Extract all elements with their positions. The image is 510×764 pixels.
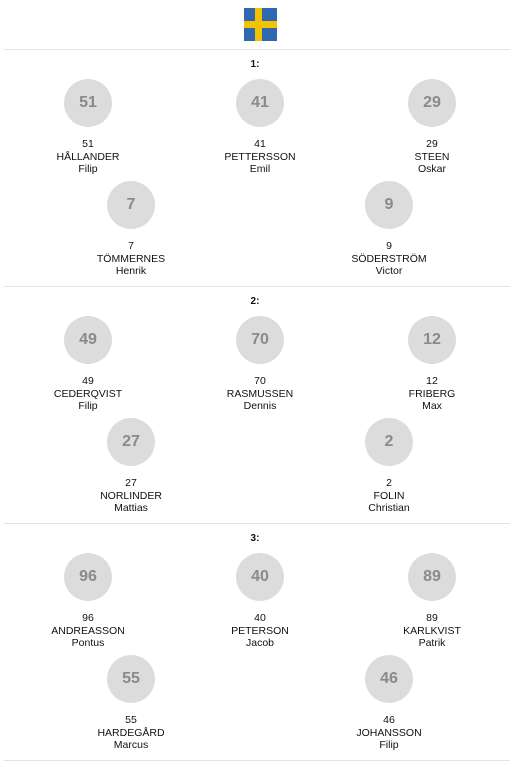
player-card[interactable]: 51 51 HÅLLANDER Filip bbox=[28, 79, 148, 176]
player-first-name: Henrik bbox=[115, 265, 147, 277]
player-first-name: Marcus bbox=[113, 739, 149, 751]
player-card[interactable]: 46 46 JOHANSSON Filip bbox=[329, 655, 449, 752]
player-number: 29 bbox=[426, 138, 438, 150]
jersey-number-badge: 7 bbox=[107, 181, 155, 229]
player-first-name: Filip bbox=[379, 739, 399, 751]
jersey-number-badge: 89 bbox=[408, 553, 456, 601]
player-card[interactable]: 49 49 CEDERQVIST Filip bbox=[28, 316, 148, 413]
player-number: 7 bbox=[128, 240, 134, 252]
line-title: 3: bbox=[250, 533, 260, 544]
jersey-number-badge: 55 bbox=[107, 655, 155, 703]
player-card[interactable]: 2 2 FOLIN Christian bbox=[329, 418, 449, 515]
jersey-number-badge: 27 bbox=[107, 418, 155, 466]
jersey-number-badge: 2 bbox=[365, 418, 413, 466]
player-card[interactable]: 96 96 ANDREASSON Pontus bbox=[28, 553, 148, 650]
player-last-name: HARDEGÅRD bbox=[97, 726, 165, 739]
player-card[interactable]: 70 70 RASMUSSEN Dennis bbox=[200, 316, 320, 413]
player-card[interactable]: 55 55 HARDEGÅRD Marcus bbox=[71, 655, 191, 752]
jersey-number-badge: 46 bbox=[365, 655, 413, 703]
jersey-number-badge: 49 bbox=[64, 316, 112, 364]
player-last-name: ANDREASSON bbox=[51, 624, 125, 637]
divider bbox=[4, 286, 510, 287]
player-number: 46 bbox=[383, 714, 395, 726]
player-number: 41 bbox=[254, 138, 266, 150]
player-last-name: KARLKVIST bbox=[403, 624, 461, 637]
player-number: 2 bbox=[386, 477, 392, 489]
jersey-number-badge: 29 bbox=[408, 79, 456, 127]
player-first-name: Emil bbox=[249, 163, 271, 175]
player-card[interactable]: 89 89 KARLKVIST Patrik bbox=[372, 553, 492, 650]
player-card[interactable]: 12 12 FRIBERG Max bbox=[372, 316, 492, 413]
player-number: 9 bbox=[386, 240, 392, 252]
player-first-name: Filip bbox=[78, 163, 98, 175]
player-first-name: Filip bbox=[78, 400, 98, 412]
player-first-name: Jacob bbox=[245, 637, 275, 649]
player-card[interactable]: 41 41 PETTERSSON Emil bbox=[200, 79, 320, 176]
jersey-number-badge: 40 bbox=[236, 553, 284, 601]
sweden-flag-icon bbox=[244, 8, 277, 41]
player-number: 27 bbox=[125, 477, 137, 489]
player-last-name: PETERSON bbox=[231, 624, 289, 637]
jersey-number-badge: 51 bbox=[64, 79, 112, 127]
player-first-name: Patrik bbox=[418, 637, 446, 649]
line-title: 2: bbox=[250, 296, 260, 307]
player-first-name: Mattias bbox=[114, 502, 148, 514]
header bbox=[0, 0, 510, 48]
player-first-name: Pontus bbox=[71, 637, 105, 649]
player-first-name: Max bbox=[422, 400, 442, 412]
divider bbox=[4, 760, 510, 761]
jersey-number-badge: 96 bbox=[64, 553, 112, 601]
player-number: 70 bbox=[254, 375, 266, 387]
player-card[interactable]: 7 7 TÖMMERNES Henrik bbox=[71, 181, 191, 278]
player-first-name: Christian bbox=[368, 502, 410, 514]
player-last-name: FOLIN bbox=[373, 489, 405, 502]
player-number: 55 bbox=[125, 714, 137, 726]
player-number: 49 bbox=[82, 375, 94, 387]
player-number: 12 bbox=[426, 375, 438, 387]
player-card[interactable]: 9 9 SÖDERSTRÖM Victor bbox=[329, 181, 449, 278]
player-first-name: Dennis bbox=[243, 400, 277, 412]
player-number: 40 bbox=[254, 612, 266, 624]
player-last-name: HÅLLANDER bbox=[56, 150, 120, 163]
player-last-name: FRIBERG bbox=[408, 387, 456, 400]
player-last-name: RASMUSSEN bbox=[226, 387, 294, 400]
player-last-name: NORLINDER bbox=[100, 489, 162, 502]
player-card[interactable]: 29 29 STEEN Oskar bbox=[372, 79, 492, 176]
player-first-name: Victor bbox=[375, 265, 403, 277]
player-last-name: STEEN bbox=[414, 150, 450, 163]
player-number: 51 bbox=[82, 138, 94, 150]
player-last-name: PETTERSSON bbox=[224, 150, 296, 163]
jersey-number-badge: 9 bbox=[365, 181, 413, 229]
player-number: 96 bbox=[82, 612, 94, 624]
player-card[interactable]: 27 27 NORLINDER Mattias bbox=[71, 418, 191, 515]
player-number: 89 bbox=[426, 612, 438, 624]
jersey-number-badge: 41 bbox=[236, 79, 284, 127]
jersey-number-badge: 12 bbox=[408, 316, 456, 364]
divider bbox=[4, 523, 510, 524]
player-first-name: Oskar bbox=[417, 163, 446, 175]
player-last-name: SÖDERSTRÖM bbox=[351, 252, 427, 265]
player-last-name: JOHANSSON bbox=[356, 726, 422, 739]
divider bbox=[4, 49, 510, 50]
jersey-number-badge: 70 bbox=[236, 316, 284, 364]
player-last-name: CEDERQVIST bbox=[53, 387, 123, 400]
player-card[interactable]: 40 40 PETERSON Jacob bbox=[200, 553, 320, 650]
player-last-name: TÖMMERNES bbox=[96, 252, 166, 265]
line-title: 1: bbox=[250, 59, 260, 70]
